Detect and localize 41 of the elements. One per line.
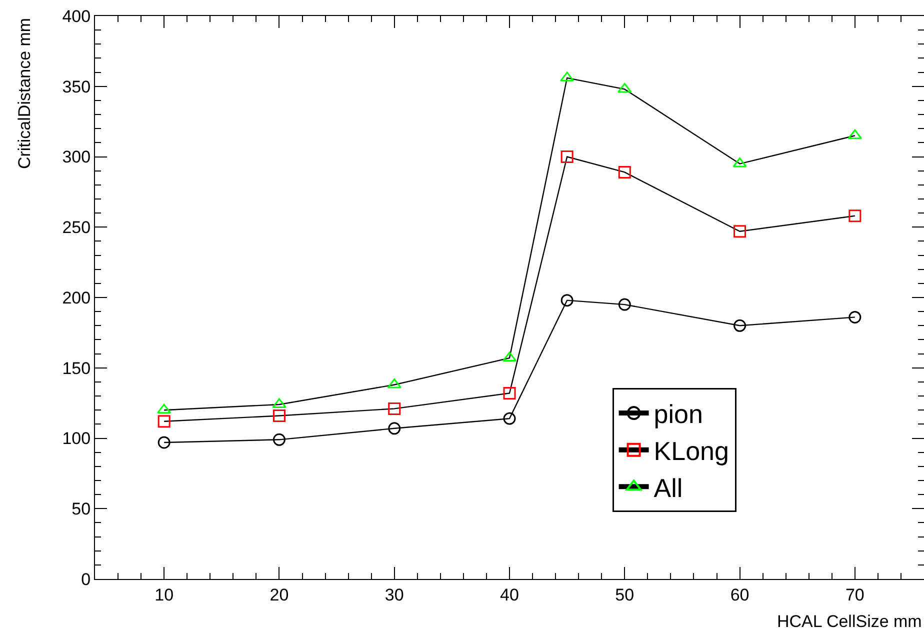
x-tick-label: 50 — [615, 585, 634, 604]
y-tick-label: 0 — [81, 570, 91, 589]
point — [158, 436, 170, 449]
legend-label: All — [654, 472, 683, 503]
y-tick-label: 400 — [62, 6, 91, 26]
point — [158, 415, 170, 428]
point — [503, 412, 516, 425]
point — [618, 298, 631, 311]
x-tick-label: 20 — [270, 585, 289, 604]
point — [848, 129, 862, 140]
x-tick-label: 30 — [384, 585, 404, 604]
y-tick-label: 100 — [62, 429, 91, 448]
x-axis-title: HCAL CellSize mm — [777, 612, 922, 631]
point — [734, 225, 746, 238]
y-tick-label: 200 — [62, 288, 91, 308]
y-tick-label: 150 — [62, 358, 91, 378]
point — [734, 319, 746, 332]
x-tick-label: 10 — [154, 585, 174, 604]
legend-label: KLong — [654, 436, 729, 466]
point — [388, 402, 401, 415]
point — [272, 409, 286, 422]
point — [618, 166, 631, 178]
y-axis-title: CriticalDistance mm — [15, 18, 34, 170]
x-tick-label: 60 — [730, 585, 750, 604]
point — [156, 404, 172, 414]
point — [503, 386, 516, 400]
point — [560, 294, 574, 307]
point — [848, 210, 862, 222]
y-tick-label: 300 — [62, 148, 91, 167]
point — [388, 422, 401, 435]
legend-label: pion — [654, 399, 703, 430]
y-tick-label: 50 — [72, 500, 91, 519]
point — [618, 82, 632, 93]
x-tick-label: 70 — [845, 585, 864, 604]
y-tick-label: 350 — [62, 77, 91, 96]
point — [560, 150, 574, 163]
point — [848, 310, 862, 324]
point — [272, 433, 286, 446]
x-tick-label: 40 — [500, 585, 519, 604]
y-tick-label: 250 — [62, 218, 91, 238]
point — [502, 352, 517, 362]
